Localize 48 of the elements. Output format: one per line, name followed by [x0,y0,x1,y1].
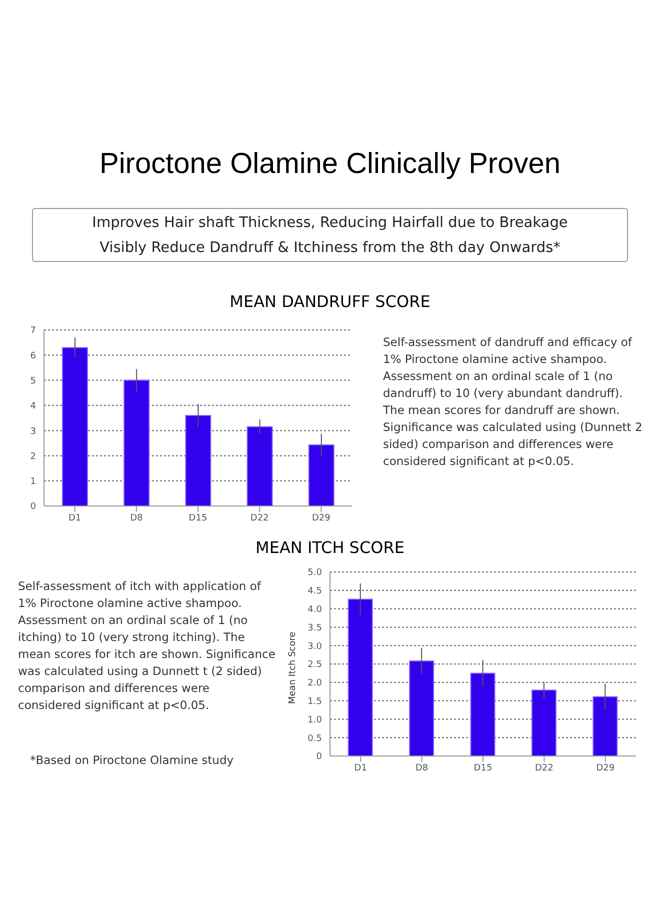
text: *Based on Piroctone Olamine study [30,752,235,769]
x-tick-label: D8 [415,763,428,774]
x-tick-label: D29 [312,513,331,524]
y-tick-label: 7 [30,326,36,336]
y-tick-label: 5.0 [308,568,322,578]
x-tick-label: D22 [250,513,269,524]
x-tick-label: D15 [474,763,492,774]
bar [470,672,496,756]
chart-title: MEAN ITCH SCORE [254,538,406,557]
y-tick-label: 4.0 [308,604,322,615]
bar [62,347,88,506]
bar [246,426,273,506]
y-tick-label: 3.5 [308,623,322,634]
y-tick-label: 3.0 [308,642,322,652]
text: Improves Hair shaft Thickness, Reducing Hairfall due to Breakage [91,214,569,233]
x-tick-label: D29 [596,763,615,774]
x-tick-label: D22 [535,763,554,774]
y-tick-label: 1.0 [308,715,322,726]
bar [348,598,373,756]
chart-title: MEAN DANDRUFF SCORE [228,292,432,311]
y-tick-label: 4 [30,402,36,412]
text: Piroctone Olamine Clinically Proven [98,148,562,181]
text: Self-assessment of dandruff and efficacy of 1% Piroctone olamine active shampoo. Assessment on an ordinal scale of 1 (no dandruff) to 10 (very abundant dandruff). The mean scores for dandruff are shown. Significance was calculated using (Dunnett 2 sided) comparison and differences were considered significant at p<0.05. [383,334,644,470]
y-tick-label: 1.5 [308,696,322,707]
y-tick-label: 2 [30,452,36,462]
y-tick-label: 0 [30,502,36,512]
y-axis-title: Mean Itch Score [288,631,298,704]
y-tick-label: 6 [30,351,36,362]
x-tick-label: D8 [130,513,143,524]
x-tick-label: D1 [354,763,367,774]
y-tick-label: 4.5 [308,586,322,597]
y-tick-label: 0 [316,752,322,762]
bar [592,696,618,756]
y-tick-label: 2.5 [308,660,322,670]
y-tick-label: 2.0 [308,678,322,689]
bar [185,414,212,506]
text: Visibly Reduce Dandruff & Itchiness from the 8th day Onwards* [98,239,562,258]
y-tick-label: 3 [30,426,36,437]
y-tick-label: 5 [30,376,36,386]
bar [124,380,150,506]
text: Self-assessment of itch with application of 1% Piroctone olamine active shampoo. Assessment on an ordinal scale of 1 (no itching) to 10 (very strong itching). The mean scores for itch are shown. Significance was calculated using a Dunnett t (2 sided) comparison and differences were considered significant at p<0.05. [18,578,276,714]
x-tick-label: D1 [68,513,82,524]
bar [409,660,434,756]
x-tick-label: D15 [188,513,208,524]
y-tick-label: 0.5 [308,734,322,744]
bar [531,690,556,756]
bar [308,444,334,506]
y-tick-label: 1 [30,477,36,488]
